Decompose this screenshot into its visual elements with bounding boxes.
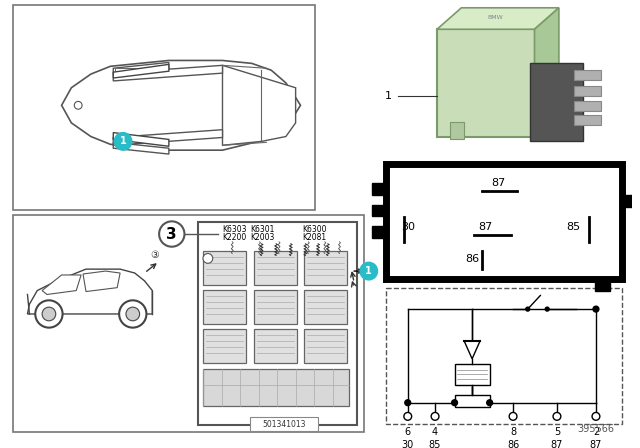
Circle shape — [509, 413, 517, 420]
Bar — [203, 289, 246, 324]
Bar — [372, 226, 387, 238]
Bar — [372, 183, 387, 195]
Text: 8: 8 — [510, 427, 516, 437]
Text: 87: 87 — [551, 439, 563, 448]
Text: 3: 3 — [166, 227, 177, 241]
Bar — [203, 328, 246, 363]
Text: 501341013: 501341013 — [262, 420, 306, 429]
Text: K2200: K2200 — [223, 233, 247, 242]
Text: 87: 87 — [492, 178, 506, 188]
Text: 5: 5 — [554, 427, 560, 437]
Circle shape — [452, 400, 458, 405]
Polygon shape — [115, 68, 149, 76]
Circle shape — [119, 300, 147, 327]
Circle shape — [553, 413, 561, 420]
Text: K2003: K2003 — [250, 233, 274, 242]
Polygon shape — [437, 29, 534, 137]
Polygon shape — [437, 8, 559, 29]
Polygon shape — [113, 65, 223, 81]
Bar — [573, 86, 601, 95]
Bar — [454, 395, 490, 407]
Bar — [573, 115, 601, 125]
Circle shape — [431, 413, 439, 420]
Bar — [305, 289, 348, 324]
Polygon shape — [223, 65, 296, 145]
Polygon shape — [42, 275, 81, 294]
Bar — [203, 369, 349, 405]
Text: K6300: K6300 — [303, 224, 327, 234]
Polygon shape — [534, 8, 559, 137]
Text: 30: 30 — [401, 222, 415, 232]
Text: 6: 6 — [404, 427, 411, 437]
Text: 85: 85 — [566, 222, 580, 232]
Circle shape — [593, 306, 599, 312]
Text: 86: 86 — [507, 439, 519, 448]
Polygon shape — [61, 60, 301, 150]
Text: 1: 1 — [120, 136, 127, 146]
Bar — [573, 101, 601, 111]
Text: 4: 4 — [432, 427, 438, 437]
Text: 2: 2 — [593, 427, 599, 437]
Bar — [250, 418, 318, 431]
Text: K2081: K2081 — [303, 233, 326, 242]
Text: ③: ③ — [150, 250, 159, 260]
Bar — [595, 279, 610, 291]
Bar — [387, 288, 622, 424]
Bar — [253, 250, 296, 285]
Circle shape — [405, 400, 411, 405]
Bar — [198, 222, 357, 425]
Polygon shape — [28, 269, 152, 314]
Circle shape — [159, 221, 184, 247]
Bar — [13, 215, 364, 432]
Circle shape — [545, 307, 549, 311]
Bar — [450, 122, 464, 139]
Bar — [253, 289, 296, 324]
Circle shape — [115, 133, 132, 150]
Circle shape — [487, 400, 493, 405]
Text: 395566: 395566 — [577, 424, 614, 434]
Bar — [372, 205, 387, 216]
Circle shape — [592, 413, 600, 420]
Text: 30: 30 — [402, 439, 414, 448]
Polygon shape — [113, 142, 169, 154]
Circle shape — [404, 413, 412, 420]
Bar — [13, 5, 315, 210]
Circle shape — [203, 254, 212, 263]
Text: 86: 86 — [465, 254, 479, 264]
Bar — [203, 250, 246, 285]
Text: K6301: K6301 — [250, 224, 274, 234]
Circle shape — [126, 307, 140, 321]
Polygon shape — [113, 129, 223, 145]
Polygon shape — [113, 62, 169, 74]
Text: 1: 1 — [365, 266, 372, 276]
Text: 85: 85 — [429, 439, 441, 448]
Circle shape — [525, 307, 530, 311]
Bar — [622, 195, 637, 207]
Circle shape — [74, 101, 82, 109]
Polygon shape — [464, 341, 480, 359]
Bar — [305, 250, 348, 285]
Bar — [530, 63, 583, 142]
Circle shape — [35, 300, 63, 327]
Text: 1: 1 — [385, 90, 392, 100]
Text: 87: 87 — [590, 439, 602, 448]
Bar — [253, 328, 296, 363]
Circle shape — [360, 262, 378, 280]
Text: 87: 87 — [479, 222, 493, 232]
Polygon shape — [113, 133, 169, 146]
Text: K6303: K6303 — [223, 224, 247, 234]
Bar — [573, 70, 601, 80]
Bar — [454, 364, 490, 385]
Bar — [387, 164, 622, 279]
Polygon shape — [83, 271, 120, 292]
Bar — [305, 328, 348, 363]
Text: BMW: BMW — [488, 15, 504, 20]
Circle shape — [42, 307, 56, 321]
Polygon shape — [113, 65, 169, 78]
